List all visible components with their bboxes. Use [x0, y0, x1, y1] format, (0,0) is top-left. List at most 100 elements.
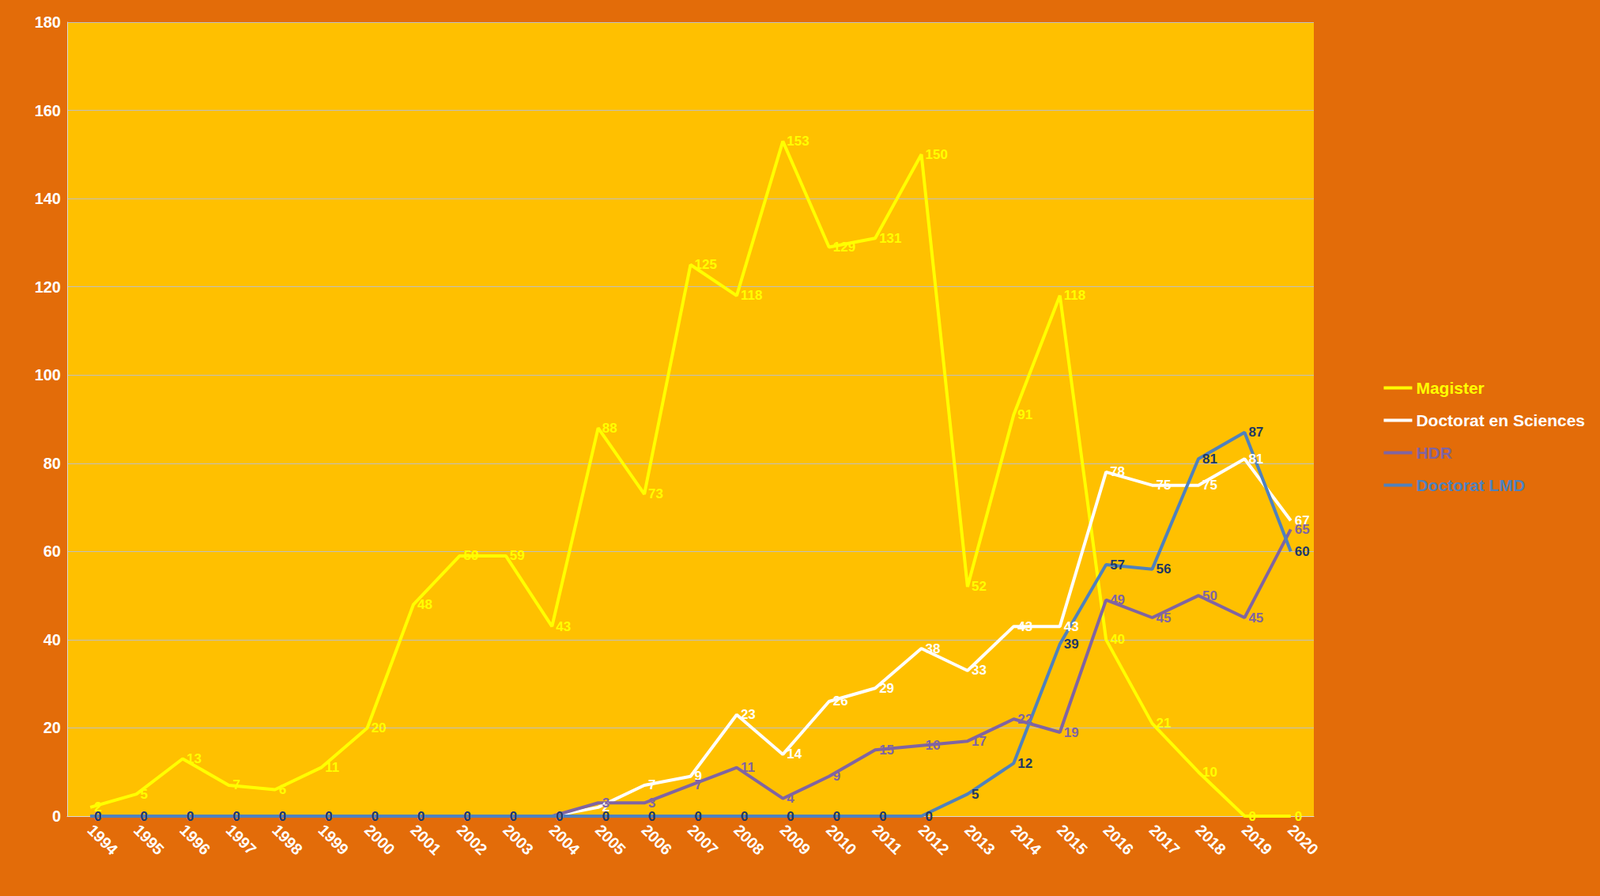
- svg-text:33: 33: [971, 662, 987, 678]
- svg-text:2015: 2015: [1053, 820, 1091, 858]
- svg-text:60: 60: [43, 542, 61, 560]
- svg-text:140: 140: [34, 189, 61, 208]
- svg-text:1999: 1999: [314, 820, 352, 858]
- svg-text:45: 45: [1248, 610, 1264, 626]
- svg-text:1998: 1998: [268, 820, 306, 858]
- svg-text:0: 0: [371, 808, 379, 824]
- svg-text:16: 16: [925, 737, 941, 753]
- svg-text:HDR: HDR: [1415, 443, 1453, 462]
- svg-text:0: 0: [94, 808, 102, 824]
- svg-text:2006: 2006: [637, 820, 676, 858]
- svg-text:0: 0: [1294, 808, 1302, 824]
- svg-text:5: 5: [140, 786, 148, 802]
- svg-text:0: 0: [555, 808, 563, 824]
- svg-text:118: 118: [1064, 287, 1086, 303]
- svg-text:88: 88: [602, 420, 618, 436]
- svg-text:2018: 2018: [1192, 820, 1230, 858]
- svg-text:0: 0: [140, 808, 148, 824]
- svg-text:0: 0: [324, 808, 333, 824]
- svg-text:38: 38: [925, 641, 941, 657]
- svg-text:120: 120: [34, 278, 61, 296]
- svg-text:23: 23: [740, 706, 756, 722]
- svg-text:29: 29: [879, 680, 895, 696]
- svg-text:0: 0: [509, 808, 517, 824]
- svg-text:5: 5: [971, 786, 979, 802]
- svg-text:11: 11: [324, 759, 340, 775]
- svg-text:0: 0: [463, 808, 471, 824]
- svg-text:0: 0: [417, 808, 425, 824]
- svg-text:0: 0: [555, 808, 563, 824]
- svg-text:43: 43: [1064, 618, 1080, 634]
- svg-text:131: 131: [879, 230, 902, 246]
- svg-text:2010: 2010: [822, 820, 861, 858]
- svg-text:75: 75: [1156, 477, 1172, 493]
- svg-text:0: 0: [279, 808, 287, 824]
- svg-text:0: 0: [463, 808, 471, 824]
- svg-text:0: 0: [463, 808, 471, 824]
- svg-text:2012: 2012: [915, 820, 953, 858]
- svg-text:80: 80: [43, 454, 61, 472]
- svg-text:150: 150: [925, 147, 948, 163]
- svg-text:26: 26: [833, 693, 849, 709]
- svg-text:2009: 2009: [777, 820, 815, 858]
- svg-text:0: 0: [1248, 808, 1256, 824]
- svg-text:153: 153: [786, 133, 809, 149]
- svg-text:118: 118: [740, 287, 763, 303]
- svg-text:59: 59: [463, 547, 479, 563]
- svg-text:49: 49: [1109, 592, 1125, 608]
- svg-text:2011: 2011: [868, 820, 906, 857]
- svg-text:0: 0: [279, 808, 287, 824]
- svg-text:0: 0: [232, 808, 240, 824]
- svg-text:0: 0: [232, 808, 240, 824]
- svg-text:0: 0: [417, 808, 425, 824]
- svg-text:1997: 1997: [222, 820, 261, 858]
- svg-text:0: 0: [52, 807, 61, 825]
- svg-text:Magister: Magister: [1415, 378, 1484, 397]
- svg-text:0: 0: [602, 808, 610, 824]
- svg-text:2017: 2017: [1146, 820, 1184, 858]
- svg-text:10: 10: [1202, 764, 1218, 780]
- svg-text:7: 7: [232, 777, 240, 793]
- svg-text:1994: 1994: [83, 820, 121, 858]
- svg-text:0: 0: [324, 808, 333, 824]
- svg-text:0: 0: [417, 808, 425, 824]
- svg-text:4: 4: [786, 790, 795, 806]
- svg-text:60: 60: [1294, 543, 1310, 559]
- svg-text:0: 0: [371, 808, 379, 824]
- svg-text:0: 0: [140, 808, 148, 824]
- svg-text:9: 9: [833, 768, 841, 784]
- svg-text:160: 160: [34, 101, 61, 120]
- svg-text:43: 43: [555, 618, 571, 634]
- svg-text:11: 11: [740, 759, 755, 775]
- svg-text:59: 59: [509, 547, 525, 563]
- svg-text:73: 73: [648, 486, 664, 502]
- svg-text:100: 100: [34, 366, 61, 384]
- svg-text:14: 14: [786, 746, 802, 762]
- svg-text:0: 0: [232, 808, 240, 824]
- svg-text:2019: 2019: [1238, 820, 1276, 858]
- svg-text:2001: 2001: [407, 820, 445, 858]
- svg-text:0: 0: [94, 808, 102, 824]
- svg-text:19: 19: [1064, 724, 1080, 740]
- svg-text:65: 65: [1294, 521, 1310, 537]
- svg-text:0: 0: [371, 808, 379, 824]
- svg-text:57: 57: [1109, 557, 1125, 573]
- svg-text:43: 43: [1017, 618, 1033, 634]
- svg-text:50: 50: [1202, 588, 1218, 604]
- svg-text:2013: 2013: [961, 820, 999, 858]
- svg-text:2014: 2014: [1007, 820, 1046, 858]
- svg-text:17: 17: [971, 733, 987, 749]
- svg-text:0: 0: [833, 808, 841, 824]
- svg-text:0: 0: [509, 808, 517, 824]
- svg-text:15: 15: [879, 742, 895, 758]
- svg-text:12: 12: [1017, 755, 1033, 771]
- svg-text:20: 20: [371, 720, 387, 736]
- svg-text:125: 125: [694, 256, 717, 272]
- svg-text:0: 0: [186, 808, 194, 824]
- svg-text:2002: 2002: [453, 820, 491, 858]
- svg-text:2016: 2016: [1099, 820, 1137, 858]
- svg-text:Doctorat LMD: Doctorat LMD: [1415, 475, 1525, 495]
- svg-text:6: 6: [279, 781, 287, 797]
- svg-text:0: 0: [740, 808, 748, 824]
- svg-text:7: 7: [694, 777, 702, 793]
